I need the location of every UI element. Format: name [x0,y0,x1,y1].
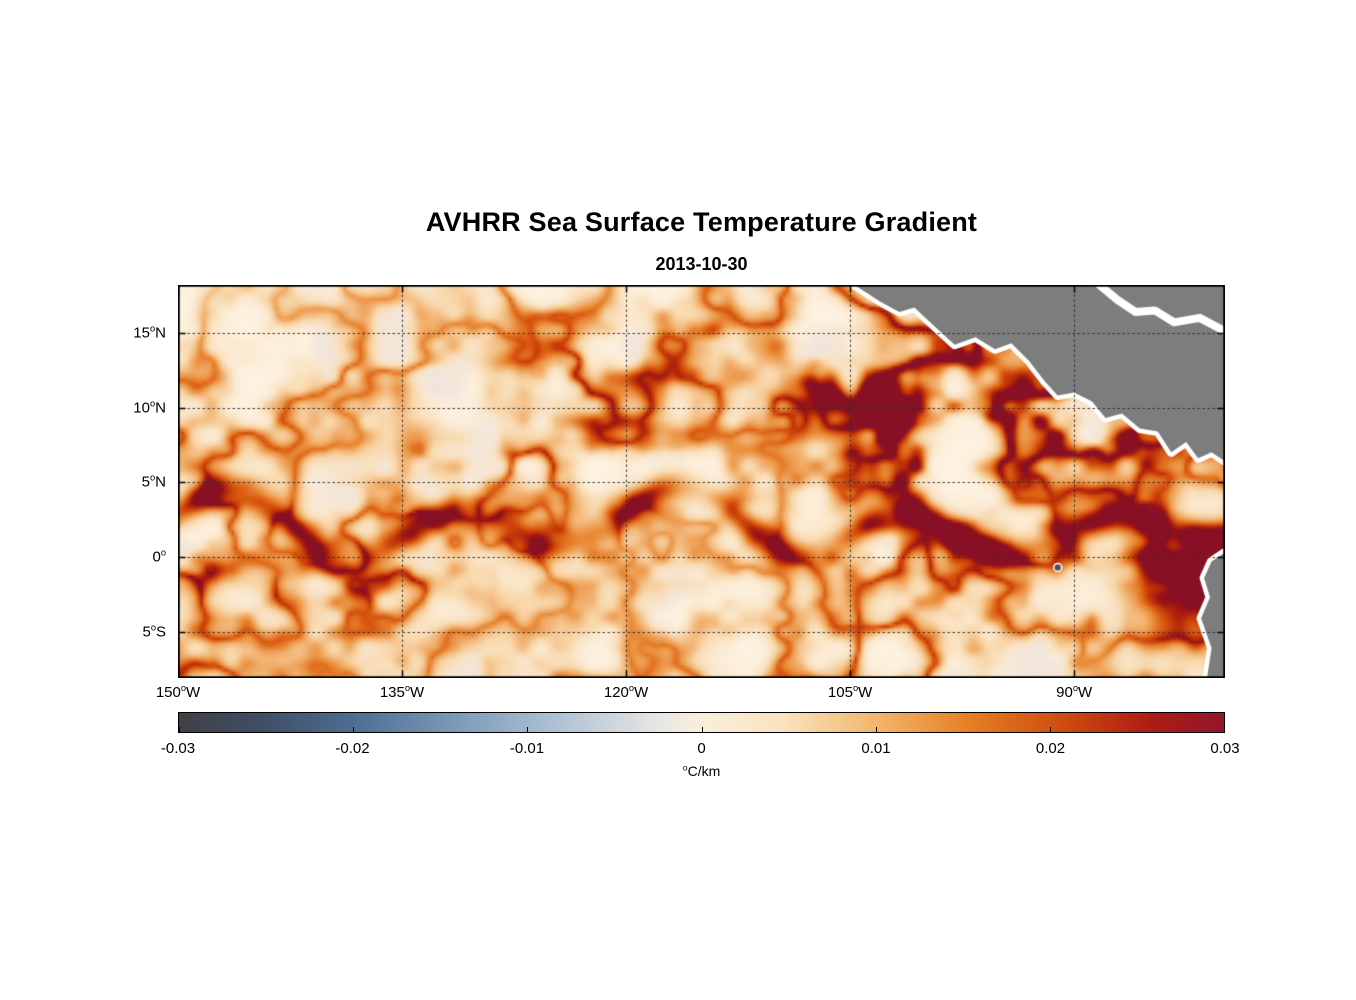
colorbar-units-text: oC/km [682,762,721,779]
y-tick-label: 15oN [133,323,166,342]
colorbar-tick-mark [875,727,877,732]
y-tick-label: 5oN [141,472,166,491]
colorbar-tick-label: 0 [697,740,706,757]
degree-symbol: o [149,472,156,483]
degree-symbol: o [682,762,688,773]
colorbar-tick-labels: -0.03 -0.02 -0.01 0 0.01 0.02 0.03 [161,740,1240,758]
colorbar-tick-mark [1224,727,1225,732]
x-tick-label: 105oW [827,683,873,701]
degree-symbol: o [149,323,156,334]
colorbar-tick-label: 0.02 [1035,740,1066,757]
x-tick-label: 120oW [603,683,649,701]
colorbar-tick-label: -0.01 [509,740,545,757]
sst-gradient-heatmap-canvas [178,285,1225,678]
chart-title: AVHRR Sea Surface Temperature Gradient [425,207,978,237]
degree-symbol: o [150,622,156,633]
x-tick-label: 135oW [379,683,425,701]
x-tick-label: 90oW [1056,683,1093,701]
y-tick-label: 0o [152,547,166,566]
colorbar-tick-mark [179,727,180,732]
degree-symbol: o [160,547,166,558]
degree-symbol: o [149,398,156,409]
colorbar-tick-mark [701,727,703,732]
x-axis-tick-labels: 150oW 135oW 120oW 105oW 90oW [156,683,1225,708]
chart-date-subtitle: 2013-10-30 [655,254,748,274]
degree-symbol: o [852,683,859,693]
y-axis-tick-labels: 15oN 10oN 5oN 0o 5oS [0,285,172,678]
degree-symbol: o [404,683,411,693]
degree-symbol: o [628,683,635,693]
y-tick-label: 5oS [142,622,166,641]
colorbar-tick-label: -0.03 [160,740,196,757]
x-tick-label: 150oW [155,683,201,701]
colorbar-gradient-bar [178,712,1225,733]
y-tick-label: 10oN [133,398,166,417]
colorbar-tick-label: 0.03 [1210,740,1240,757]
degree-symbol: o [180,683,187,693]
colorbar-units-label: oC/km [178,763,1225,779]
colorbar-tick-label: 0.01 [861,740,891,757]
colorbar-tick-label: -0.02 [335,740,370,757]
colorbar-tick-mark [1049,727,1051,732]
degree-symbol: o [1072,683,1078,693]
colorbar-tick-mark [527,727,529,732]
map-plot-area: 150oW 135oW 120oW 105oW 90oW [156,285,1225,701]
colorbar-tick-mark [353,727,355,732]
